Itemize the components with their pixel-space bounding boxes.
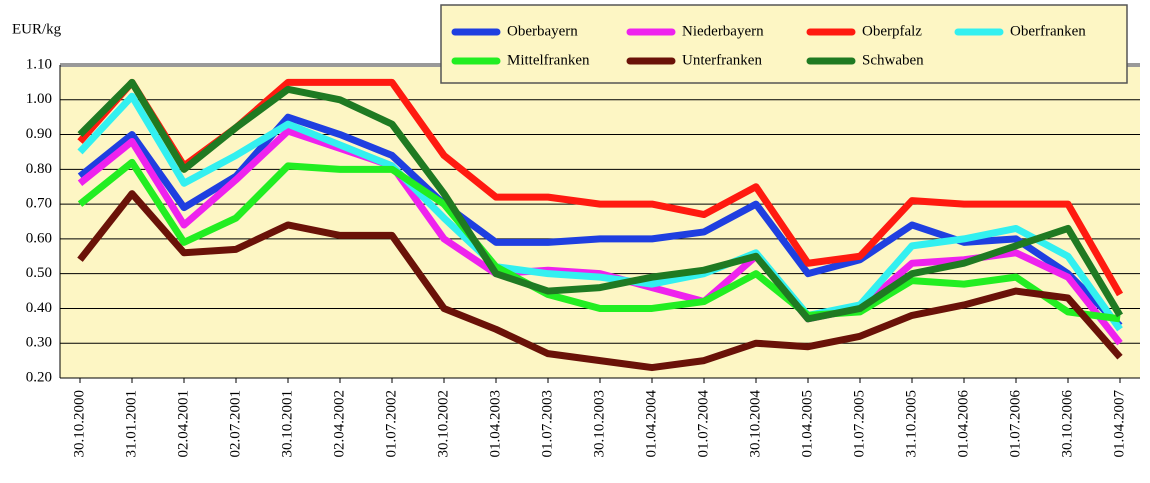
y-tick-label: 0.40 — [26, 300, 52, 316]
x-tick-label: 01.07.2006 — [1007, 390, 1023, 458]
y-tick-label: 1.00 — [26, 91, 52, 107]
x-tick-label: 30.10.2002 — [435, 390, 451, 458]
x-tick-label: 30.10.2000 — [71, 390, 87, 458]
x-tick-label: 31.01.2001 — [123, 390, 139, 458]
y-tick-label: 1.10 — [26, 56, 52, 72]
x-tick-label: 01.07.2003 — [539, 390, 555, 458]
series-line — [77, 190, 1123, 372]
series-line — [77, 158, 1121, 323]
legend-label: Oberpfalz — [862, 23, 922, 39]
x-tick-label: 02.04.2002 — [331, 390, 347, 458]
legend-label: Mittelfranken — [507, 52, 590, 68]
legend-label: Unterfranken — [682, 52, 762, 68]
legend-label: Oberbayern — [507, 23, 578, 39]
legend-label: Niederbayern — [682, 23, 764, 39]
x-tick-label: 31.10.2005 — [903, 390, 919, 458]
x-tick-label: 30.10.2004 — [747, 390, 763, 458]
x-tick-label: 01.07.2005 — [851, 390, 867, 458]
y-tick-label: 0.60 — [26, 230, 52, 246]
x-tick-label: 30.10.2001 — [279, 390, 295, 458]
y-axis-label: EUR/kg — [12, 21, 62, 37]
y-tick-label: 0.90 — [26, 126, 52, 142]
x-tick-label: 02.07.2001 — [227, 390, 243, 458]
y-tick-label: 0.70 — [26, 196, 52, 212]
y-tick-label: 0.30 — [26, 335, 52, 351]
legend-box — [440, 4, 1128, 84]
x-tick-label: 02.04.2001 — [175, 390, 191, 458]
y-tick-label: 0.20 — [26, 369, 52, 385]
x-tick-label: 01.04.2006 — [955, 390, 971, 458]
x-tick-label: 01.04.2007 — [1111, 390, 1127, 458]
series-line — [77, 78, 1124, 323]
series-line — [77, 113, 1123, 329]
legend-label: Schwaben — [862, 52, 924, 68]
x-tick-label: 30.10.2006 — [1059, 390, 1075, 458]
x-tick-label: 01.07.2004 — [695, 390, 711, 458]
x-tick-label: 01.04.2004 — [643, 390, 659, 458]
x-tick-label: 01.04.2003 — [487, 390, 503, 458]
y-tick-label: 0.50 — [26, 265, 52, 281]
plot-area — [60, 65, 1140, 378]
y-tick-label: 0.80 — [26, 161, 52, 177]
x-tick-label: 30.10.2003 — [591, 390, 607, 458]
x-tick-label: 01.04.2005 — [799, 390, 815, 458]
series-line — [77, 92, 1123, 332]
legend: Oberbayern Niederbayern Oberpfalz Oberfrank… — [440, 4, 1128, 84]
legend-label: Oberfranken — [1010, 23, 1086, 39]
x-tick-label: 01.07.2002 — [383, 390, 399, 458]
